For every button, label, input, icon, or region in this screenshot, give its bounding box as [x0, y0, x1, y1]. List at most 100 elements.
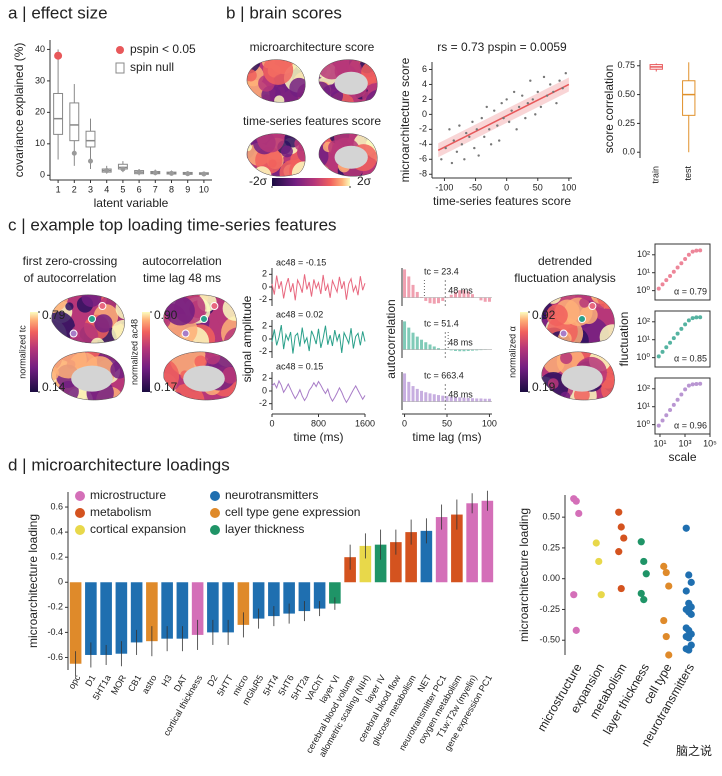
x-tick-label: 9 [185, 184, 190, 194]
bar [437, 297, 441, 304]
point [675, 265, 680, 270]
legend-marker [210, 491, 220, 501]
marker-label: 48 ms [448, 389, 473, 399]
point [564, 72, 567, 75]
brain-patch [361, 61, 378, 84]
bar [432, 346, 436, 350]
bar [481, 500, 494, 583]
axis-title: microarchitecture loading [517, 508, 531, 642]
axis-title: autocorrelation [384, 299, 398, 378]
axis-title: fluctuation [617, 312, 631, 367]
x-tick-label: 100 [482, 418, 497, 428]
x-tick-label: 6 [137, 184, 142, 194]
x-tick-label: astro [140, 673, 159, 695]
brain-patch [246, 69, 257, 82]
brain-patch [51, 294, 69, 314]
medial-wall [561, 365, 603, 392]
point [656, 423, 661, 428]
point [542, 75, 546, 79]
colorbar-label: 0.14 [42, 380, 66, 394]
point [458, 124, 461, 127]
y-tick-label: 0.4 [50, 526, 63, 536]
point [502, 116, 505, 120]
brain-patch [365, 89, 378, 103]
bar [466, 349, 470, 351]
brain-outline [246, 133, 306, 177]
bar [428, 393, 432, 402]
map-label: detrended [538, 254, 592, 268]
brain-outline [163, 294, 237, 344]
panel-frame [654, 243, 711, 301]
y-tick-label: 0.25 [617, 118, 635, 128]
signal-line [271, 274, 366, 301]
bar [487, 297, 491, 302]
panel-frame [654, 310, 711, 368]
point [675, 331, 680, 336]
point [686, 318, 691, 323]
point [682, 587, 690, 595]
brain-patch [163, 338, 167, 344]
point [668, 273, 673, 278]
bar [451, 514, 463, 583]
point [686, 252, 691, 257]
point [679, 326, 684, 331]
point [690, 382, 695, 387]
y-tick-label: 2 [422, 94, 427, 104]
point [698, 248, 703, 253]
medial-wall [334, 145, 368, 169]
point [572, 497, 580, 505]
y-tick-label: 0.0 [622, 147, 635, 157]
brain-patch [318, 163, 333, 177]
bar [69, 582, 82, 664]
legend-label: metabolism [90, 505, 151, 519]
brain-outline [318, 133, 378, 177]
box [85, 130, 96, 148]
point [488, 128, 491, 131]
bar [420, 296, 424, 298]
y-tick-label: 10 [35, 138, 45, 148]
point [485, 105, 488, 109]
bar [411, 332, 415, 350]
bar [374, 544, 387, 583]
point [555, 101, 558, 105]
box [53, 92, 64, 135]
brain-patch [90, 337, 105, 344]
x-tick-label: 2 [72, 184, 77, 194]
colorbar [30, 312, 38, 392]
series-label: α = 0.79 [674, 286, 707, 296]
brain-outline [541, 294, 615, 344]
x-tick-label: 5 [120, 184, 125, 194]
axis-title: time lag (ms) [412, 430, 481, 444]
y-tick-label: 10⁰ [636, 352, 650, 362]
y-tick-label: 0.50 [542, 512, 560, 522]
y-tick-label: 40 [35, 44, 45, 54]
region-marker [559, 329, 568, 338]
point [615, 508, 623, 516]
point [679, 392, 684, 397]
brain-patch [163, 358, 180, 394]
y-tick-label: 10⁰ [636, 285, 650, 295]
bar [420, 339, 424, 350]
point [529, 79, 532, 82]
x-tick-label: opc [66, 673, 82, 691]
bar [329, 582, 341, 604]
bar [462, 289, 466, 298]
y-tick-label: 30 [35, 75, 45, 85]
series-label: ac48 = 0.02 [276, 309, 323, 319]
legend-label: spin null [130, 60, 174, 74]
bar [479, 349, 483, 351]
point [477, 154, 480, 157]
x-tick-label: 100 [561, 182, 576, 192]
brain-patch [51, 324, 58, 341]
bar [475, 349, 479, 351]
bar [161, 582, 173, 639]
brain-patch [65, 302, 74, 311]
point [500, 101, 503, 105]
axis-title: signal amplitude [240, 295, 254, 382]
point [480, 116, 483, 120]
point [668, 340, 673, 345]
bar [487, 398, 491, 402]
y-tick-label: -2 [419, 124, 427, 134]
brain-patch [579, 297, 590, 308]
bar [130, 582, 143, 643]
